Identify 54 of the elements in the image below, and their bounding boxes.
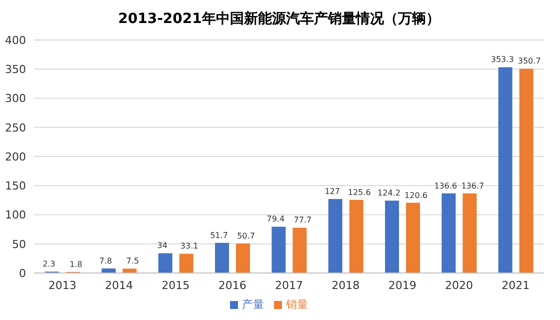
y-tick-label: 0 — [19, 266, 26, 280]
y-tick-label: 250 — [5, 121, 26, 134]
data-label: 124.2 — [378, 188, 400, 198]
data-label: 120.6 — [404, 190, 428, 200]
data-label: 7.8 — [99, 256, 112, 266]
data-label: 125.6 — [348, 188, 371, 197]
bar — [158, 253, 172, 273]
data-label: 1.8 — [70, 260, 82, 269]
x-tick-label: 2021 — [502, 278, 530, 292]
bar — [236, 243, 250, 273]
data-label: 33.1 — [180, 242, 198, 251]
y-tick-label: 400 — [5, 34, 26, 47]
data-label: 79.4 — [266, 214, 285, 224]
bar — [179, 254, 194, 273]
data-label: 51.7 — [210, 230, 228, 240]
x-tick-label: 2015 — [162, 278, 190, 292]
x-tick-label: 2014 — [105, 278, 133, 292]
data-label: 77.7 — [294, 216, 312, 225]
bar — [328, 199, 342, 273]
x-tick-label: 2018 — [332, 278, 360, 292]
legend-label: 销量 — [286, 298, 308, 311]
bar — [462, 193, 477, 273]
data-label: 50.7 — [237, 231, 255, 240]
bar — [385, 200, 399, 273]
bar — [519, 68, 534, 273]
y-tick-label: 300 — [5, 92, 26, 106]
data-label: 2.3 — [42, 260, 56, 269]
data-label: 34 — [157, 241, 168, 250]
bar — [442, 193, 456, 273]
y-tick-label: 350 — [5, 63, 26, 76]
data-label: 136.6 — [434, 181, 458, 190]
bar — [406, 202, 420, 273]
legend-label: 产量 — [242, 298, 264, 311]
bar — [498, 67, 512, 273]
bar — [349, 200, 364, 273]
data-label: 7.5 — [126, 256, 140, 266]
y-tick-label: 50 — [12, 238, 26, 251]
chart-title: 2013-2021年中国新能源汽车产销量情况（万辆） — [117, 10, 441, 29]
bar — [122, 268, 137, 273]
data-label: 353.3 — [490, 55, 514, 64]
y-tick-label: 150 — [5, 180, 26, 193]
bar — [272, 226, 286, 273]
y-tick-label: 200 — [5, 150, 26, 164]
data-label: 350.7 — [518, 56, 541, 66]
data-label: 136.7 — [461, 181, 484, 190]
y-tick-label: 100 — [5, 208, 26, 222]
x-tick-label: 2017 — [275, 278, 303, 292]
bar — [215, 242, 229, 273]
data-label: 127 — [324, 187, 340, 196]
x-tick-label: 2019 — [388, 278, 416, 292]
x-tick-label: 2013 — [48, 278, 76, 292]
bar — [292, 228, 307, 273]
x-tick-label: 2020 — [445, 278, 473, 292]
x-tick-label: 2016 — [218, 278, 246, 292]
